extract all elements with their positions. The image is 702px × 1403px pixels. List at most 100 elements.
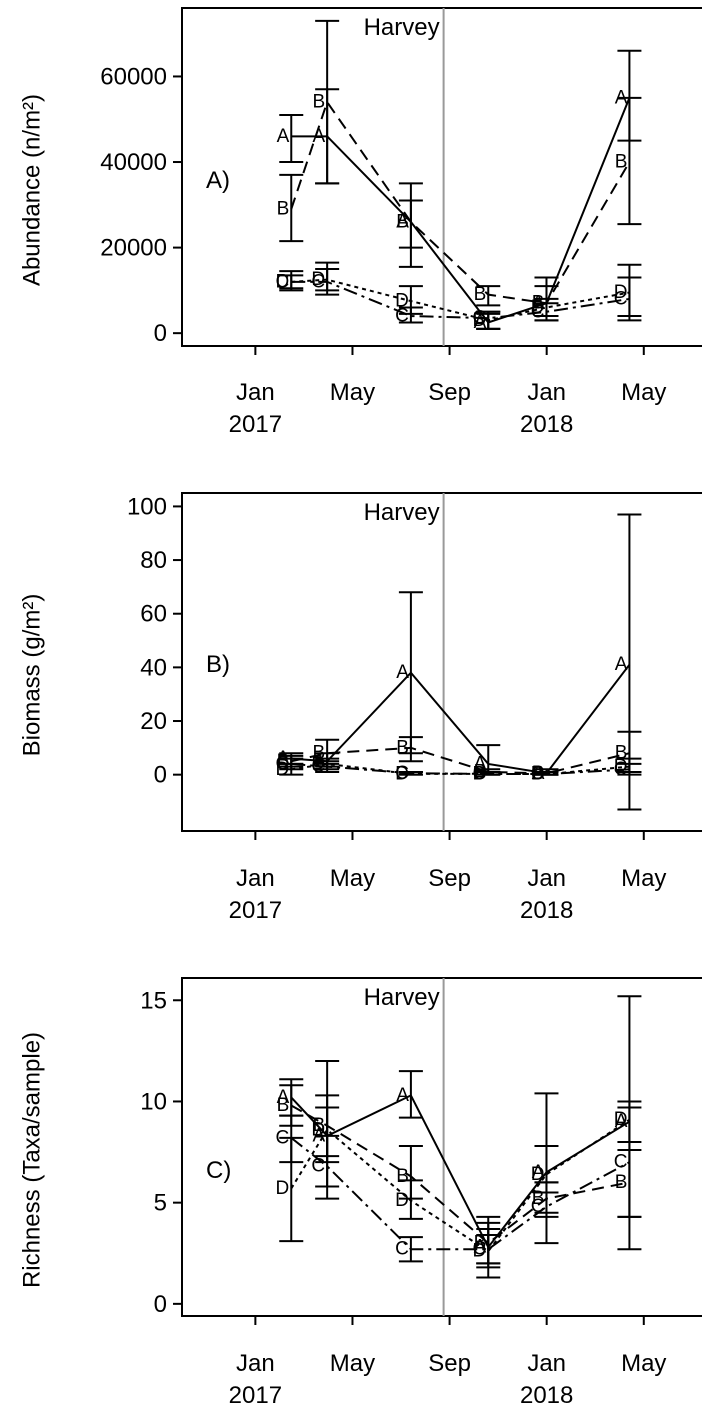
x-tick-label: May [330,865,375,892]
data-point-d: D [276,271,290,292]
data-point-d: D [276,1178,290,1199]
series-line-d [291,278,630,322]
x-tick-label: Jan [527,1350,566,1377]
data-point-c: C [311,1156,325,1177]
x-tick-label: Sep [428,1350,471,1377]
x-tick-year-label: 2017 [229,1382,282,1403]
data-point-d: D [395,1190,409,1211]
panel-a: 0 20000 40000 60000 Jan 2017 May Sep Jan 2018 May A… [19,7,702,438]
panel-label: A) [206,167,230,194]
data-point-d: D [311,1119,325,1140]
y-tick-label: 0 [154,1291,167,1318]
y-axis-label: Abundance (n/m²) [19,94,46,286]
data-point-c: C [614,759,628,780]
x-tick-year-label: 2018 [520,411,573,438]
panel-label: C) [206,1157,231,1184]
data-point-b: B [312,92,325,113]
data-point-c: C [531,1196,545,1217]
data-point-b: B [396,1166,409,1187]
data-point-d: D [395,763,409,784]
data-point-b: B [615,152,628,173]
data-point-d: D [311,753,325,774]
data-point-a: A [396,662,409,683]
y-axis-label: Richness (Taxa/sample) [19,1032,46,1288]
x-tick-label: May [330,1350,375,1377]
y-tick-label: 0 [154,762,167,789]
y-axis-label: Biomass (g/m²) [19,594,46,757]
x-tick-year-label: 2017 [229,411,282,438]
harvey-label: Harvey [364,984,440,1011]
x-tick-label: Jan [527,865,566,892]
y-tick-label: 60 [140,601,167,628]
data-point-c: C [395,763,409,784]
series-line-b [290,99,631,305]
x-tick-label: Sep [428,379,471,406]
series-line-a [291,664,631,775]
data-point-d: D [473,763,487,784]
harvey-label: Harvey [364,499,440,526]
data-point-c: C [614,288,628,309]
y-tick-label: 10 [140,1088,167,1115]
panel-c: 0 5 10 15 Jan 2017 May Sep Jan 2018 May Richness (T… [19,977,702,1403]
y-tick-label: 40 [140,654,167,681]
data-point-d: D [276,759,290,780]
series-line-c [291,280,630,320]
data-point-a: A [396,211,409,232]
data-point-c: C [395,1239,409,1260]
data-point-d: D [311,269,325,290]
x-tick-year-label: 2018 [520,1382,573,1403]
x-tick-label: Jan [236,865,275,892]
data-point-b: B [312,1115,325,1136]
harvey-label: Harvey [364,14,440,41]
x-tick-label: Jan [527,379,566,406]
data-point-b: B [277,751,290,772]
y-tick-label: 20 [140,708,167,735]
data-point-d: D [531,297,545,318]
plot-frame [181,7,702,347]
data-point-b: B [474,284,487,305]
y-tick-label: 20000 [100,235,167,262]
series-line-c [291,762,630,776]
series-line-b [290,1104,630,1245]
plot-frame [181,977,702,1317]
series-line-c [290,1137,630,1251]
data-point-c: C [395,306,409,327]
data-point-a: A [277,126,290,147]
data-point-a: A [277,1087,290,1108]
data-point-d: D [473,310,487,331]
data-point-b: B [396,211,409,232]
x-tick-label: May [621,1350,666,1377]
y-tick-label: 5 [154,1190,167,1217]
data-point-a: A [312,126,325,147]
panel-b: 0 20 40 60 80 100 Jan 2017 May Sep Jan 2018 May Bioma… [19,492,702,924]
data-point-b: B [532,1188,545,1209]
data-point-a: A [532,1162,545,1183]
data-point-c: C [311,271,325,292]
data-point-a: A [396,1085,409,1106]
data-point-a: A [615,654,628,675]
plot-frame [181,492,702,832]
data-point-a: A [615,1111,628,1132]
data-point-a: A [474,1237,487,1258]
series-line-d [290,1118,630,1253]
x-tick-year-label: 2017 [229,897,282,924]
y-tick-label: 80 [140,547,167,574]
data-point-d: D [614,756,628,777]
y-tick-label: 0 [154,320,167,347]
x-tick-label: Jan [236,1350,275,1377]
x-tick-label: Jan [236,379,275,406]
data-point-d: D [395,291,409,312]
x-tick-label: May [621,865,666,892]
data-point-b: B [277,199,290,220]
x-tick-label: May [621,379,666,406]
data-point-b: B [396,737,409,758]
panel-label: B) [206,651,230,678]
data-point-d: D [531,1164,545,1185]
x-tick-label: May [330,379,375,406]
data-point-b: B [615,1172,628,1193]
